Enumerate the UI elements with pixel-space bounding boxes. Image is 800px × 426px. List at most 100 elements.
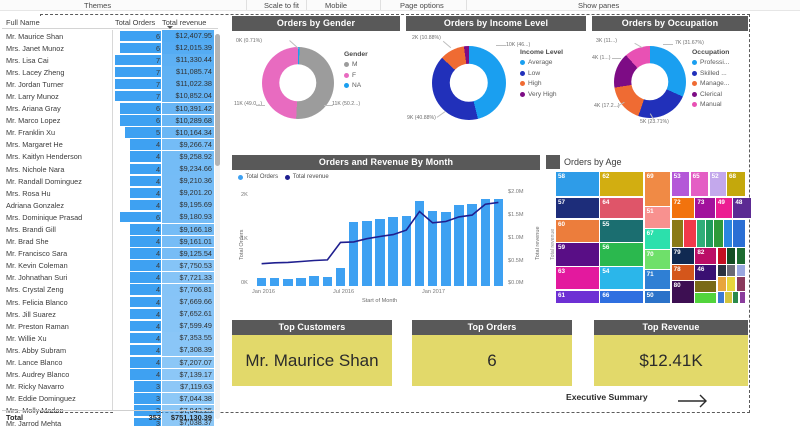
orders-bar[interactable] [270, 278, 280, 286]
orders-bar[interactable] [375, 219, 385, 286]
treemap-cell[interactable] [736, 247, 745, 264]
treemap-plot[interactable]: 58 62 69 53 65 52 68 57 64 51 72 73 49 48 60 55 67 59 56 70… [556, 172, 752, 304]
table-row[interactable]: Mrs. Felicia Blanco 4 $7,669.66 [2, 296, 214, 308]
column-header-total-orders[interactable]: Total Orders [115, 18, 156, 27]
legend-item-occupation-clerical[interactable]: Clerical [692, 91, 729, 98]
orders-by-occupation-card[interactable]: Orders by Occupation 3K (11...) 4K (1...… [592, 16, 748, 144]
treemap-cell[interactable] [727, 277, 736, 291]
table-row[interactable]: Mr. Willie Xu 4 $7,353.55 [2, 332, 214, 344]
kpi-top-orders[interactable]: Top Orders 6 [412, 320, 572, 386]
table-row[interactable]: Mr. Franklin Xu 5 $10,164.34 [2, 126, 214, 139]
legend-item-total-orders[interactable]: Total Orders [238, 174, 278, 180]
table-row[interactable]: Mrs. Brandi Gill 4 $9,166.18 [2, 223, 214, 236]
orders-bar[interactable] [414, 201, 425, 286]
table-row[interactable]: Mrs. Janet Munoz 6 $12,015.39 [2, 42, 214, 54]
legend-item-income-high[interactable]: High [520, 80, 563, 87]
treemap-cell[interactable] [717, 247, 726, 264]
orders-bar[interactable] [322, 277, 333, 286]
column-header-full-name[interactable]: Full Name [6, 18, 40, 27]
treemap-cell[interactable] [727, 264, 736, 276]
orders-bar[interactable] [480, 198, 490, 286]
treemap-cell[interactable]: 62 [600, 172, 644, 197]
legend-item-gender-m[interactable]: M [344, 61, 368, 68]
orders-by-income-card[interactable]: Orders by Income Level 2K (10.88%) 10K (… [406, 16, 586, 144]
table-row[interactable]: Adriana Gonzalez 4 $9,195.69 [2, 199, 214, 211]
treemap-cell[interactable] [706, 219, 714, 247]
table-row[interactable]: Mrs. Kaitlyn Henderson 4 $9,258.92 [2, 150, 214, 163]
arrow-right-icon[interactable] [676, 390, 710, 408]
treemap-cell[interactable]: 49 [715, 197, 733, 219]
orders-bar[interactable] [454, 204, 464, 286]
treemap-cell[interactable]: 61 [556, 290, 600, 303]
treemap-cell[interactable] [717, 291, 725, 303]
ribbon-item-themes[interactable]: Themes [84, 1, 112, 10]
legend-item-income-average[interactable]: Average [520, 59, 563, 66]
orders-bar[interactable] [388, 216, 398, 286]
legend-item-occupation-professional[interactable]: Professi... [692, 59, 729, 66]
treemap-cell[interactable] [695, 280, 717, 292]
table-row[interactable]: Mr. Francisco Sara 4 $9,125.54 [2, 247, 214, 260]
treemap-cell[interactable] [733, 291, 739, 303]
kpi-top-customers[interactable]: Top Customers Mr. Maurice Shan [232, 320, 392, 386]
table-row[interactable]: Mr. Kevin Coleman 4 $7,750.53 [2, 259, 214, 272]
treemap-cell[interactable] [723, 219, 733, 247]
table-row[interactable]: Mrs. Crystal Zeng 4 $7,706.81 [2, 283, 214, 296]
treemap-cell[interactable]: 59 [556, 242, 600, 267]
treemap-cell[interactable]: 51 [644, 207, 671, 229]
treemap-cell[interactable] [717, 277, 726, 291]
table-scrollbar-track[interactable] [215, 34, 220, 419]
table-row[interactable]: Mr. Preston Raman 4 $7,599.49 [2, 320, 214, 332]
legend-item-occupation-management[interactable]: Manage... [692, 80, 729, 87]
treemap-cell[interactable]: 64 [600, 197, 644, 219]
table-row[interactable]: Mr. Jarrod Mehta 3 $7,038.37 [2, 417, 214, 426]
orders-bar[interactable] [348, 221, 359, 286]
gender-donut[interactable] [262, 47, 334, 119]
table-row[interactable]: Mrs. Lacey Zheng 7 $11,085.74 [2, 66, 214, 78]
table-row[interactable]: Mr. Lance Blanco 4 $7,207.07 [2, 356, 214, 369]
treemap-cell[interactable]: 65 [690, 172, 709, 197]
treemap-cell[interactable]: 80 [671, 280, 695, 303]
ribbon-item-scale-to-fit[interactable]: Scale to fit [264, 1, 300, 10]
treemap-cell[interactable]: 56 [600, 242, 644, 267]
table-row[interactable]: Mrs. Abby Subram 4 $7,308.39 [2, 344, 214, 357]
treemap-cell[interactable] [684, 219, 696, 247]
treemap-cell[interactable]: 60 [556, 219, 600, 242]
treemap-cell[interactable] [736, 277, 745, 291]
treemap-cell[interactable]: 69 [644, 172, 671, 207]
orders-and-revenue-by-month-card[interactable]: Orders and Revenue By Month Total Orders… [232, 155, 541, 310]
table-row[interactable]: Mr. Marco Lopez 6 $10,289.68 [2, 114, 214, 127]
orders-bar[interactable] [309, 275, 319, 286]
legend-item-income-very-high[interactable]: Very High [520, 91, 563, 98]
treemap-cell[interactable]: 70 [644, 250, 671, 269]
orders-bar[interactable] [401, 215, 412, 286]
table-row[interactable]: Mrs. Ariana Gray 6 $10,391.42 [2, 102, 214, 115]
treemap-cell[interactable] [725, 291, 733, 303]
treemap-cell[interactable] [695, 293, 717, 303]
treemap-cell[interactable]: 71 [644, 269, 671, 290]
table-row[interactable]: Mrs. Nichole Nara 4 $9,234.66 [2, 163, 214, 175]
legend-item-occupation-skilled[interactable]: Skilled ... [692, 70, 729, 77]
table-row[interactable]: Mr. Randall Dominguez 4 $9,210.36 [2, 175, 214, 187]
table-row[interactable]: Mr. Maurice Shan 6 $12,407.95 [2, 30, 214, 42]
treemap-cell[interactable]: 53 [671, 172, 690, 197]
treemap-cell[interactable] [733, 219, 745, 247]
treemap-cell[interactable]: 67 [644, 229, 671, 249]
treemap-cell[interactable]: 55 [600, 219, 644, 242]
orders-bar[interactable] [467, 204, 477, 286]
treemap-cell[interactable]: 57 [556, 197, 600, 219]
combo-plot-area[interactable] [255, 186, 505, 286]
treemap-cell[interactable] [714, 219, 723, 247]
orders-bar[interactable] [296, 277, 306, 286]
treemap-cell[interactable] [739, 291, 745, 303]
treemap-cell[interactable] [717, 264, 726, 276]
table-row[interactable]: Mr. Eddie Dominguez 3 $7,044.38 [2, 392, 214, 405]
orders-bar[interactable] [427, 210, 438, 286]
column-header-total-revenue[interactable]: Total revenue [162, 18, 207, 27]
orders-by-age-card[interactable]: Orders by Age Total revenue 58 62 69 53 65 52… [546, 155, 752, 310]
table-row[interactable]: Mrs. Dominique Prasad 6 $9,180.93 [2, 211, 214, 223]
executive-summary-label[interactable]: Executive Summary [566, 392, 648, 402]
ribbon-item-mobile[interactable]: Mobile [325, 1, 348, 10]
table-row[interactable]: Mrs. Lisa Cai 7 $11,330.44 [2, 54, 214, 66]
orders-bar[interactable] [256, 277, 267, 286]
legend-item-gender-f[interactable]: F [344, 72, 368, 79]
